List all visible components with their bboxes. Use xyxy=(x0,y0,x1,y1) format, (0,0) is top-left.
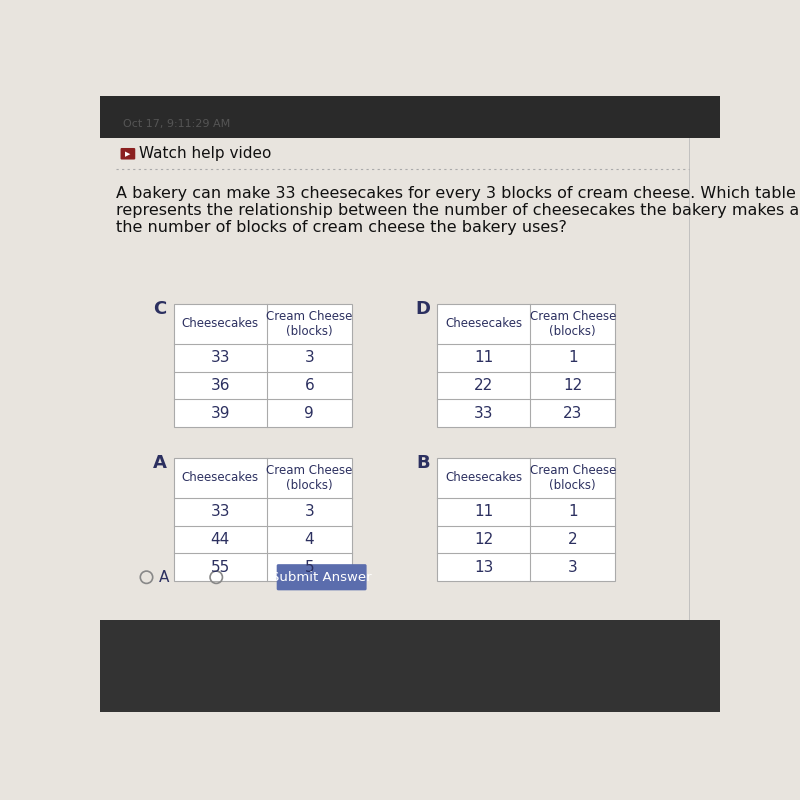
Text: 12: 12 xyxy=(563,378,582,393)
Text: 1: 1 xyxy=(568,350,578,366)
Bar xyxy=(174,304,352,427)
Text: 4: 4 xyxy=(305,532,314,547)
Text: Cheesecakes: Cheesecakes xyxy=(445,471,522,485)
Text: 39: 39 xyxy=(210,406,230,421)
Text: D: D xyxy=(416,300,430,318)
Text: Cream Cheese
(blocks): Cream Cheese (blocks) xyxy=(266,310,353,338)
Text: A bakery can make 33 cheesecakes for every 3 blocks of cream cheese. Which table: A bakery can make 33 cheesecakes for eve… xyxy=(115,186,795,201)
Text: 13: 13 xyxy=(474,560,494,574)
Text: Cream Cheese
(blocks): Cream Cheese (blocks) xyxy=(530,464,616,492)
Bar xyxy=(100,619,720,712)
Text: 3: 3 xyxy=(568,560,578,574)
Text: C: C xyxy=(153,300,166,318)
Text: Cream Cheese
(blocks): Cream Cheese (blocks) xyxy=(266,464,353,492)
Text: 5: 5 xyxy=(305,560,314,574)
Text: Cheesecakes: Cheesecakes xyxy=(445,318,522,330)
Text: 12: 12 xyxy=(474,532,494,547)
Bar xyxy=(100,138,712,619)
FancyBboxPatch shape xyxy=(277,564,366,590)
Text: Cheesecakes: Cheesecakes xyxy=(182,318,258,330)
Bar xyxy=(100,96,720,138)
Text: 44: 44 xyxy=(210,532,230,547)
Text: Submit Answer: Submit Answer xyxy=(271,570,372,584)
Text: 36: 36 xyxy=(210,378,230,393)
Bar xyxy=(174,458,352,581)
FancyBboxPatch shape xyxy=(121,148,135,159)
Text: 22: 22 xyxy=(474,378,494,393)
Text: 3: 3 xyxy=(304,504,314,519)
Text: B: B xyxy=(229,570,239,585)
Text: 33: 33 xyxy=(474,406,494,421)
Text: 23: 23 xyxy=(563,406,582,421)
Bar xyxy=(437,458,615,581)
Text: A: A xyxy=(159,570,170,585)
Text: Watch help video: Watch help video xyxy=(138,146,271,162)
Text: 6: 6 xyxy=(304,378,314,393)
Text: 11: 11 xyxy=(474,504,494,519)
Text: 55: 55 xyxy=(210,560,230,574)
Text: 3: 3 xyxy=(304,350,314,366)
Text: 9: 9 xyxy=(304,406,314,421)
Text: 33: 33 xyxy=(210,350,230,366)
Text: 11: 11 xyxy=(474,350,494,366)
Text: the number of blocks of cream cheese the bakery uses?: the number of blocks of cream cheese the… xyxy=(115,220,566,235)
Text: 2: 2 xyxy=(568,532,578,547)
Bar xyxy=(437,304,615,427)
Text: B: B xyxy=(416,454,430,472)
Text: Cheesecakes: Cheesecakes xyxy=(182,471,258,485)
Text: A: A xyxy=(153,454,166,472)
Text: Oct 17, 9:11:29 AM: Oct 17, 9:11:29 AM xyxy=(123,119,230,130)
Text: 33: 33 xyxy=(210,504,230,519)
Text: represents the relationship between the number of cheesecakes the bakery makes a: represents the relationship between the … xyxy=(115,203,800,218)
Text: Cream Cheese
(blocks): Cream Cheese (blocks) xyxy=(530,310,616,338)
Text: 1: 1 xyxy=(568,504,578,519)
Text: ▶: ▶ xyxy=(126,150,130,157)
